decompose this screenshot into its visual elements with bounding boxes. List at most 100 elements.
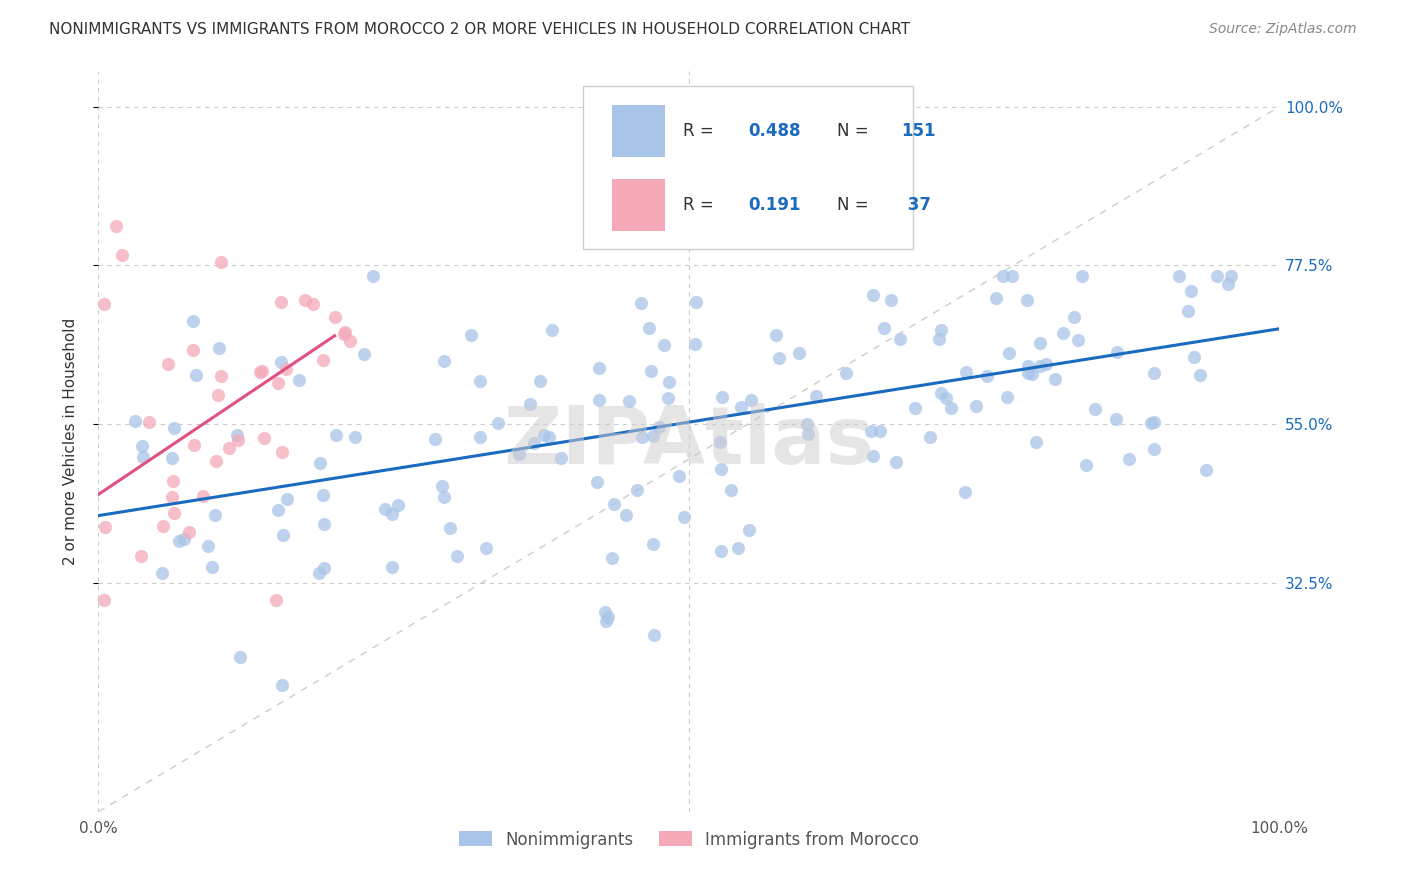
Point	[603, 497, 626, 511]
Point	[1188, 368, 1211, 383]
Point	[209, 369, 232, 384]
Point	[271, 678, 294, 692]
Point	[323, 310, 346, 325]
Point	[486, 416, 509, 430]
Point	[162, 474, 184, 488]
Point	[904, 401, 927, 415]
Point	[929, 385, 952, 400]
Point	[533, 427, 555, 442]
Point	[156, 357, 179, 371]
Point	[1143, 442, 1166, 456]
Point	[929, 323, 952, 337]
Point	[270, 445, 292, 459]
Point	[111, 248, 134, 262]
Point	[163, 506, 186, 520]
Point	[588, 360, 610, 375]
Point	[208, 342, 231, 356]
Point	[1205, 268, 1227, 283]
Point	[1067, 333, 1090, 347]
Point	[596, 609, 619, 624]
Point	[266, 376, 288, 390]
Point	[768, 351, 790, 366]
Point	[508, 447, 530, 461]
Point	[446, 549, 468, 563]
Point	[253, 431, 276, 445]
Point	[249, 365, 271, 379]
Point	[374, 502, 396, 516]
Text: R =: R =	[683, 195, 718, 213]
Point	[312, 516, 335, 531]
Point	[93, 297, 115, 311]
Point	[1017, 366, 1039, 380]
Point	[614, 508, 637, 522]
Point	[183, 314, 205, 328]
Point	[1177, 304, 1199, 318]
Point	[796, 417, 818, 431]
Point	[332, 326, 354, 341]
Point	[765, 327, 787, 342]
Point	[787, 345, 810, 359]
Point	[727, 541, 749, 556]
Point	[588, 393, 610, 408]
Point	[209, 254, 232, 268]
Point	[276, 361, 298, 376]
Point	[1143, 367, 1166, 381]
Point	[1017, 293, 1039, 308]
Point	[550, 450, 572, 465]
Point	[540, 323, 562, 337]
Point	[93, 593, 115, 607]
Point	[312, 353, 335, 368]
Point	[796, 427, 818, 442]
Point	[252, 364, 274, 378]
Point	[519, 397, 541, 411]
Text: Source: ZipAtlas.com: Source: ZipAtlas.com	[1209, 22, 1357, 37]
Point	[207, 388, 229, 402]
Text: 37: 37	[901, 195, 931, 213]
Point	[1052, 326, 1074, 340]
Text: 0.191: 0.191	[748, 195, 800, 213]
Text: ZIPAtlas: ZIPAtlas	[503, 402, 875, 481]
Point	[631, 430, 654, 444]
Point	[685, 295, 707, 310]
Point	[150, 566, 173, 581]
Point	[276, 492, 298, 507]
Point	[889, 332, 911, 346]
Point	[955, 484, 977, 499]
Point	[325, 428, 347, 442]
Point	[423, 432, 446, 446]
Point	[1029, 359, 1052, 373]
Point	[860, 424, 883, 438]
Point	[270, 294, 292, 309]
Point	[880, 293, 903, 308]
Point	[105, 219, 128, 234]
Point	[529, 374, 551, 388]
Point	[1071, 268, 1094, 283]
Point	[720, 483, 742, 497]
Point	[738, 523, 761, 537]
Point	[381, 507, 404, 521]
Point	[312, 561, 335, 575]
Point	[1105, 412, 1128, 426]
Point	[626, 483, 648, 498]
Point	[1220, 268, 1243, 283]
Point	[1000, 268, 1022, 283]
Point	[595, 605, 617, 619]
Point	[1045, 372, 1067, 386]
Point	[131, 440, 153, 454]
Point	[862, 450, 884, 464]
Point	[935, 391, 957, 405]
Point	[523, 435, 546, 450]
Point	[993, 268, 1015, 283]
Point	[339, 334, 361, 348]
Point	[152, 519, 174, 533]
Point	[266, 503, 288, 517]
Point	[344, 430, 367, 444]
Point	[226, 433, 249, 447]
FancyBboxPatch shape	[612, 104, 665, 156]
Point	[1167, 268, 1189, 283]
Point	[271, 528, 294, 542]
Point	[955, 365, 977, 379]
Point	[1025, 434, 1047, 449]
Point	[179, 524, 201, 539]
Point	[730, 400, 752, 414]
